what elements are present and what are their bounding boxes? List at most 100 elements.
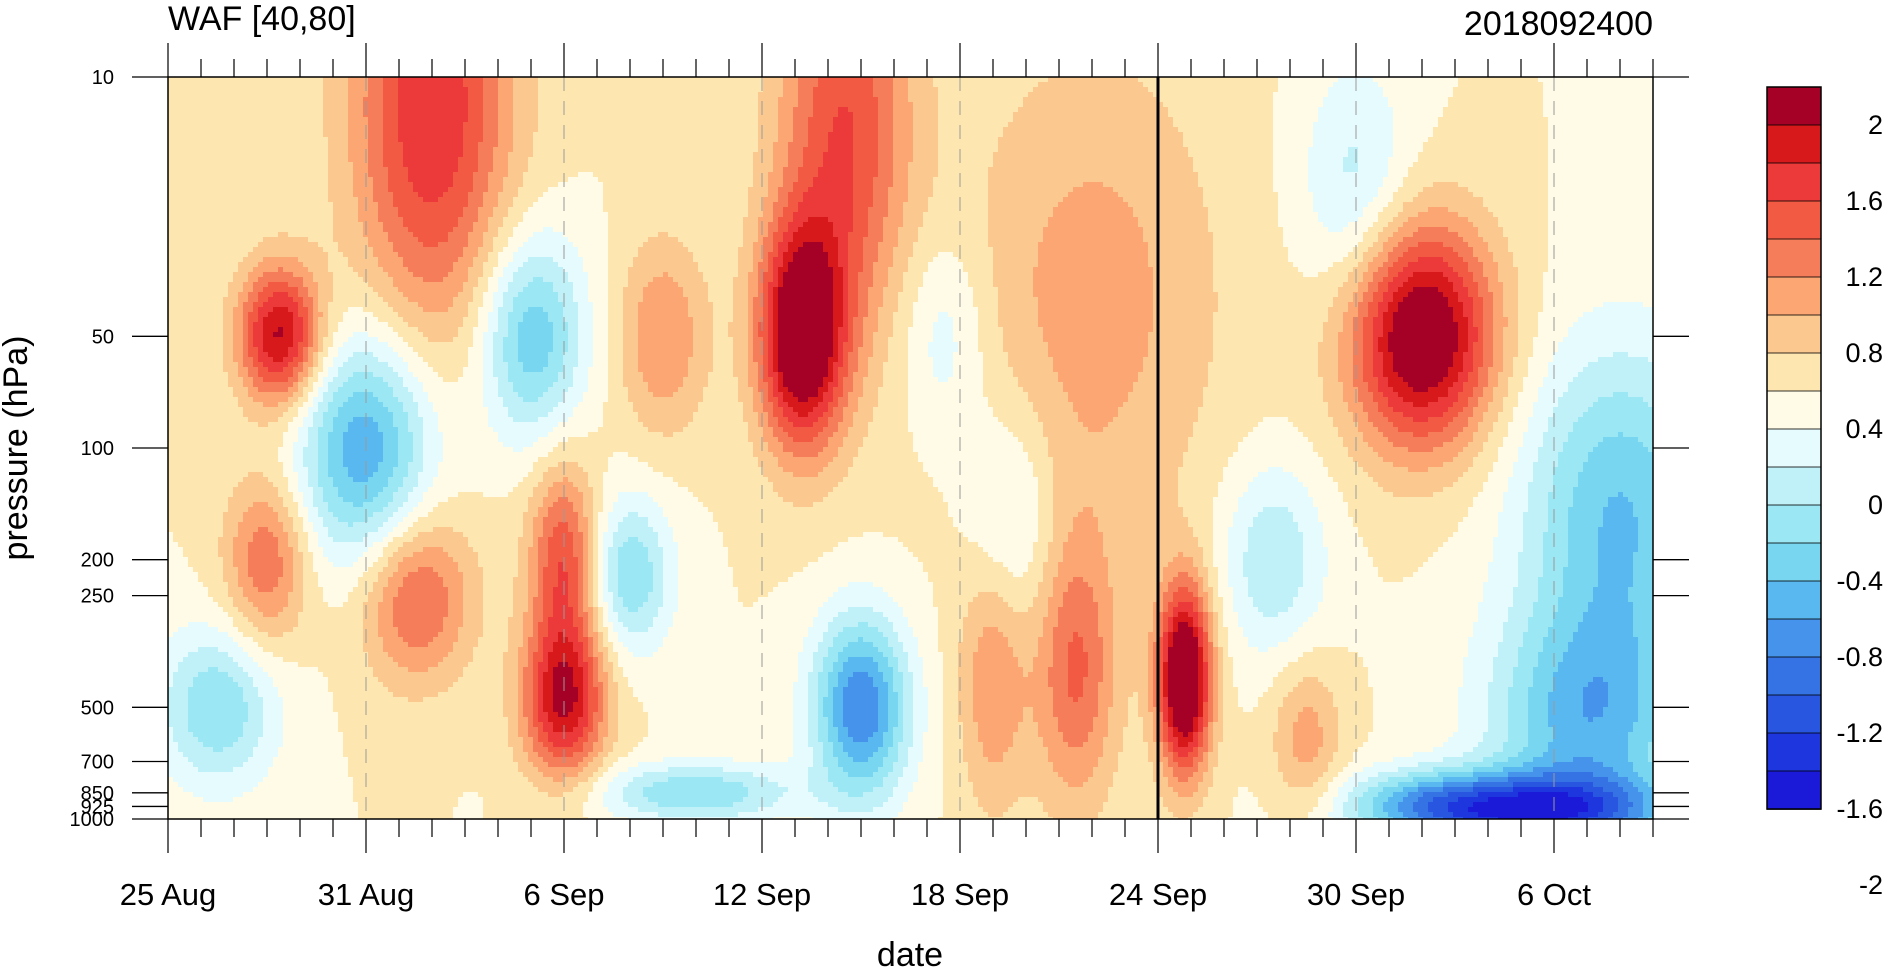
contour-cell xyxy=(893,87,899,93)
contour-cell xyxy=(233,87,239,93)
contour-cell xyxy=(413,82,419,88)
contour-cell xyxy=(383,77,389,83)
contour-cell xyxy=(1453,82,1459,88)
contour-cell xyxy=(483,77,489,83)
contour-cell xyxy=(463,87,469,93)
contour-cell xyxy=(1338,82,1344,88)
contour-cell xyxy=(293,82,299,88)
contour-cell xyxy=(1273,82,1279,88)
contour-cell xyxy=(223,87,229,93)
contour-cell xyxy=(903,82,909,88)
contour-cell xyxy=(703,77,709,83)
contour-cell xyxy=(793,87,799,93)
contour-cell xyxy=(1588,77,1594,83)
contour-cell xyxy=(623,77,629,83)
contour-cell xyxy=(958,77,964,83)
contour-cell xyxy=(548,82,554,88)
contour-cell xyxy=(883,82,889,88)
contour-cell xyxy=(248,82,254,88)
contour-cell xyxy=(448,82,454,88)
contour-cell xyxy=(1608,82,1614,88)
contour-cell xyxy=(1308,82,1314,88)
contour-cell xyxy=(308,82,314,88)
contour-cell xyxy=(843,77,849,83)
contour-cell xyxy=(403,77,409,83)
contour-cell xyxy=(473,77,479,83)
contour-cell xyxy=(1618,82,1624,88)
contour-cell xyxy=(323,82,329,88)
contour-cell xyxy=(878,82,884,88)
contour-cell xyxy=(478,87,484,93)
contour-cell xyxy=(1503,77,1509,83)
contour-cell xyxy=(1298,82,1304,88)
contour-cell xyxy=(628,82,634,88)
contour-cell xyxy=(1343,77,1349,83)
contour-cell xyxy=(603,82,609,88)
contour-cell xyxy=(1548,82,1554,88)
contour-cell xyxy=(863,77,869,83)
contour-cell xyxy=(1268,82,1274,88)
contour-cell xyxy=(828,87,834,93)
contour-cell xyxy=(333,87,339,93)
contour-cell xyxy=(183,77,189,83)
contour-cell xyxy=(913,82,919,88)
contour-cell xyxy=(343,87,349,93)
contour-cell xyxy=(513,82,519,88)
contour-cell xyxy=(1113,77,1119,83)
contour-cell xyxy=(1058,82,1064,88)
contour-cell xyxy=(1513,77,1519,83)
contour-cell xyxy=(813,77,819,83)
contour-cell xyxy=(1173,77,1179,83)
contour-cell xyxy=(1363,82,1369,88)
contour-cell xyxy=(433,77,439,83)
contour-cell xyxy=(673,77,679,83)
contour-cell xyxy=(1163,77,1169,83)
contour-cell xyxy=(858,82,864,88)
contour-cell xyxy=(673,87,679,93)
contour-cell xyxy=(878,77,884,83)
contour-cell xyxy=(408,82,414,88)
contour-cell xyxy=(203,87,209,93)
contour-cell xyxy=(1218,77,1224,83)
contour-cell xyxy=(1563,82,1569,88)
contour-cell xyxy=(793,77,799,83)
contour-cell xyxy=(683,77,689,83)
contour-cell xyxy=(468,77,474,83)
contour-cell xyxy=(793,82,799,88)
contour-cell xyxy=(478,82,484,88)
contour-cell xyxy=(228,87,234,93)
contour-cell xyxy=(1348,82,1354,88)
contour-cell xyxy=(543,87,549,93)
contour-cell xyxy=(1098,77,1104,83)
contour-cell xyxy=(168,77,174,83)
contour-cell xyxy=(393,87,399,93)
contour-cell xyxy=(1578,77,1584,83)
contour-cell xyxy=(1383,82,1389,88)
contour-cell xyxy=(1363,77,1369,83)
contour-cell xyxy=(833,87,839,93)
contour-cell xyxy=(938,82,944,88)
contour-cell xyxy=(578,82,584,88)
contour-cell xyxy=(1388,77,1394,83)
contour-cell xyxy=(758,82,764,88)
contour-cell xyxy=(948,77,954,83)
contour-cell xyxy=(658,82,664,88)
contour-cell xyxy=(818,77,824,83)
contour-cell xyxy=(558,77,564,83)
contour-cell xyxy=(633,77,639,83)
contour-cell xyxy=(853,87,859,93)
contour-cell xyxy=(1383,77,1389,83)
contour-cell xyxy=(403,87,409,93)
contour-cell xyxy=(1183,82,1189,88)
contour-cell xyxy=(1368,77,1374,83)
contour-cell xyxy=(828,77,834,83)
contour-cell xyxy=(918,77,924,83)
contour-cell xyxy=(933,77,939,83)
contour-cell xyxy=(1108,77,1114,83)
contour-cell xyxy=(468,82,474,88)
contour-cell xyxy=(1538,82,1544,88)
contour-cell xyxy=(448,77,454,83)
contour-cell xyxy=(358,82,364,88)
contour-cell xyxy=(208,82,214,88)
contour-cell xyxy=(523,87,529,93)
